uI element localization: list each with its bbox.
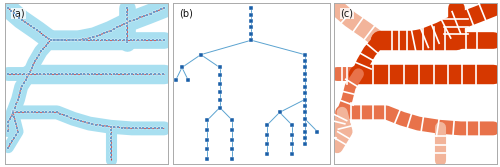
Text: (c): (c) bbox=[340, 8, 353, 18]
Text: (b): (b) bbox=[179, 8, 192, 18]
Text: (a): (a) bbox=[12, 8, 25, 18]
